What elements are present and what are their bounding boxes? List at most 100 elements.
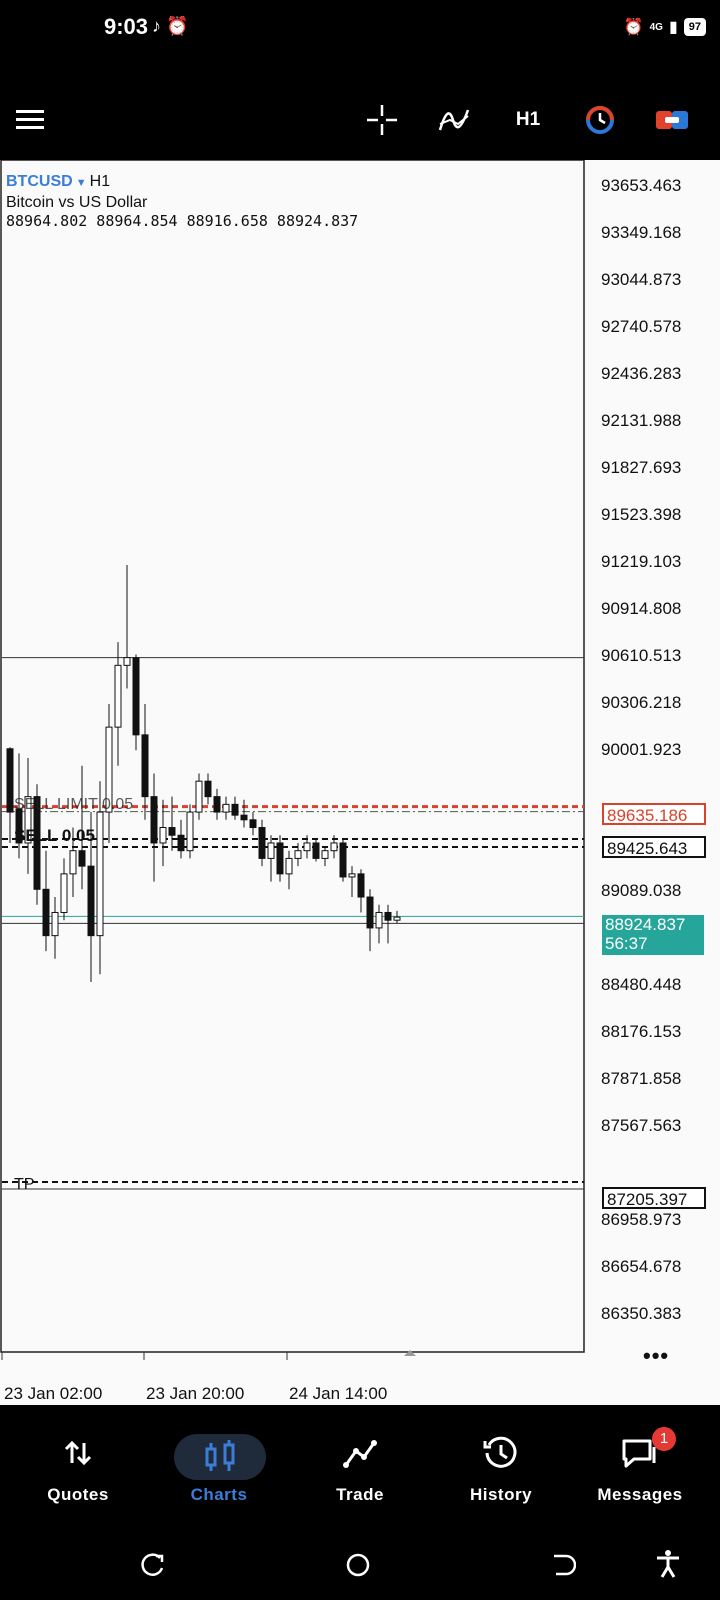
status-right-icons: ⏰ 4G ▮ 97 [624,17,706,37]
nav-trade-label: Trade [336,1485,384,1504]
nav-history[interactable]: History [429,1405,573,1525]
back-icon[interactable] [550,1552,576,1578]
price-axis-label: 92436.283 [601,364,682,383]
candle-bear [357,873,365,898]
candle-bear [177,834,185,852]
chart-area[interactable] [0,160,720,1405]
candle-bull [285,857,293,875]
price-axis-label: 92131.988 [601,411,682,430]
timeframe-button[interactable]: H1 [515,109,541,130]
candle-bear [276,842,284,875]
candle-bear [384,911,392,921]
price-axis-label: 87871.858 [601,1069,682,1088]
price-axis-label: 90001.923 [601,740,682,759]
objects-icon[interactable] [578,90,622,150]
chart-toolbar: H1 [0,90,720,160]
tp-price-tag: 87205.397 [602,1187,706,1209]
time-axis-label: 24 Jan 14:00 [289,1384,388,1403]
candle-bull [186,811,194,852]
sell-order-label[interactable]: SELL 0.05 [14,826,95,845]
price-axis-label: 86654.678 [601,1257,682,1276]
sell-limit-price-tag: 89635.186 [602,803,706,825]
candle-bear [42,888,50,937]
nav-charts[interactable]: Charts [147,1405,291,1525]
system-navigation-bar [0,1525,720,1600]
candle-bull [96,811,104,937]
candle-bear [366,896,374,929]
nav-messages[interactable]: 1 Messages [568,1405,712,1525]
candle-bear [33,796,41,890]
time-axis-label: 23 Jan 20:00 [146,1384,245,1403]
candle-bear [258,827,266,859]
nav-history-label: History [469,1485,533,1504]
trade-icon[interactable] [650,90,694,150]
candlestick-chart[interactable] [0,160,720,1405]
candle-bear [312,842,320,859]
candle-bear [87,865,95,937]
candle-bear [6,748,14,813]
trade-nav-icon [343,1440,377,1468]
price-axis-label: 90914.808 [601,599,682,618]
price-axis-label: 89089.038 [601,881,682,900]
candle-bear [150,796,158,844]
candle-bull [303,842,311,852]
price-axis-label: 93653.463 [601,176,682,195]
history-icon [483,1436,517,1468]
messages-badge: 1 [652,1427,676,1451]
price-axis-label: 92740.578 [601,317,682,336]
network-icon: 4G [649,21,663,33]
sell-price-tag: 89425.643 [602,836,706,858]
crosshair-icon[interactable] [360,90,404,150]
candle-bull [267,842,275,859]
nav-quotes[interactable]: Quotes [6,1405,150,1525]
indicators-icon[interactable] [432,90,476,150]
candle-bull [348,873,356,878]
candle-bull [393,916,401,921]
price-axis-label: 93044.873 [601,270,682,289]
candle-bear [339,842,347,878]
symbol-dropdown-icon[interactable]: ▼ [72,177,90,189]
home-icon[interactable] [345,1552,371,1578]
candle-bear [240,814,248,821]
nav-trade[interactable]: Trade [288,1405,432,1525]
bid-price-tag: 88924.837 56:37 [602,915,704,955]
accessibility-icon[interactable] [654,1549,682,1579]
candle-bear [168,827,176,836]
price-axis-label: 91827.693 [601,458,682,477]
ohlc-values: 88964.802 88964.854 88916.658 88924.837 [6,212,359,230]
active-nav-highlight [174,1434,266,1480]
sell-limit-label[interactable]: SELL LIMIT 0.05 [14,796,134,813]
candle-bull [294,850,302,859]
price-axis-label: 93349.168 [601,223,682,242]
price-axis-label: 88480.448 [601,975,682,994]
candle-bear [231,803,239,816]
status-left-icons: ♪ ⏰ [152,16,189,36]
price-axis-label: 90610.513 [601,646,682,665]
more-icon[interactable]: ••• [643,1343,670,1368]
candle-bear [78,850,86,867]
recent-apps-icon[interactable] [140,1552,166,1578]
candle-bull [123,657,131,666]
symbol-description: Bitcoin vs US Dollar [6,194,148,211]
candle-bear [15,808,23,844]
alarm-icon: ⏰ [623,19,644,36]
candle-bull [105,726,113,813]
hamburger-icon[interactable] [10,90,50,150]
nav-quotes-label: Quotes [47,1485,109,1504]
nav-messages-label: Messages [597,1485,683,1504]
plot-border [0,160,585,1353]
price-axis-label: 91219.103 [601,552,682,571]
tp-label[interactable]: TP [14,1176,35,1193]
price-axis-label: 86958.973 [601,1210,682,1229]
candle-bear [213,796,221,813]
messages-icon [622,1439,656,1468]
candle-bull [375,911,383,929]
bid-price: 88924.837 [605,915,686,934]
symbol-label[interactable]: BTCUSD [6,173,73,190]
candle-bull [330,842,338,852]
price-axis-label: 88176.153 [601,1022,682,1041]
price-axis-label: 87567.563 [601,1116,682,1135]
candle-bull [60,873,68,913]
scroll-marker [404,1350,416,1356]
status-time: 9:03 [104,14,149,39]
